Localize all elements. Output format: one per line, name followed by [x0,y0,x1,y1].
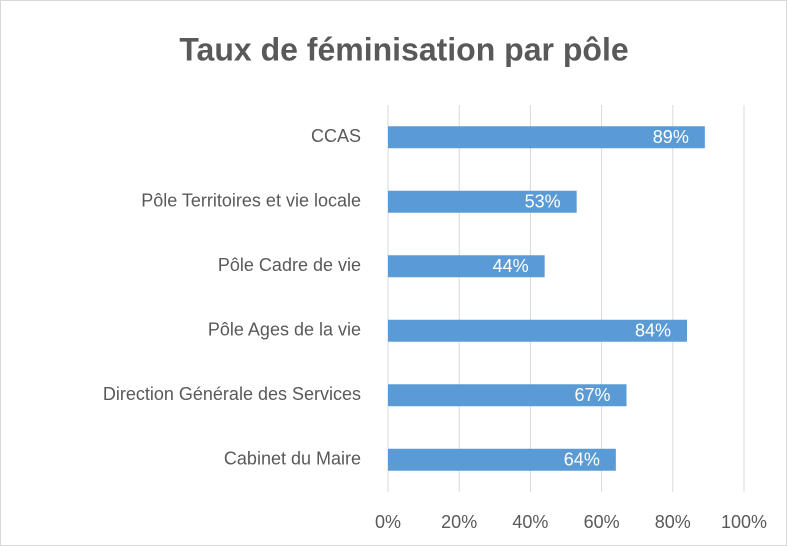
x-tick-label: 20% [441,512,477,532]
y-tick-label: Pôle Territoires et vie locale [141,191,361,211]
data-label: 67% [574,385,610,405]
data-label: 64% [564,450,600,470]
x-tick-label: 100% [721,512,767,532]
chart-title: Taux de féminisation par pôle [179,31,628,67]
data-label: 89% [653,127,689,147]
bar [388,255,545,278]
bar [388,319,688,342]
y-tick-label: Pôle Cadre de vie [218,255,361,275]
x-tick-label: 0% [375,512,401,532]
data-label: 53% [525,192,561,212]
y-tick-label: Cabinet du Maire [224,449,361,469]
data-label: 44% [493,256,529,276]
bar [388,384,627,407]
bar [388,448,616,471]
y-tick-label: CCAS [311,126,361,146]
bar [388,190,577,213]
y-tick-label: Pôle Ages de la vie [208,320,361,340]
y-tick-label: Direction Générale des Services [103,384,361,404]
bar [388,126,705,149]
x-tick-label: 60% [584,512,620,532]
data-label: 84% [635,321,671,341]
x-tick-label: 40% [512,512,548,532]
x-tick-label: 80% [655,512,691,532]
